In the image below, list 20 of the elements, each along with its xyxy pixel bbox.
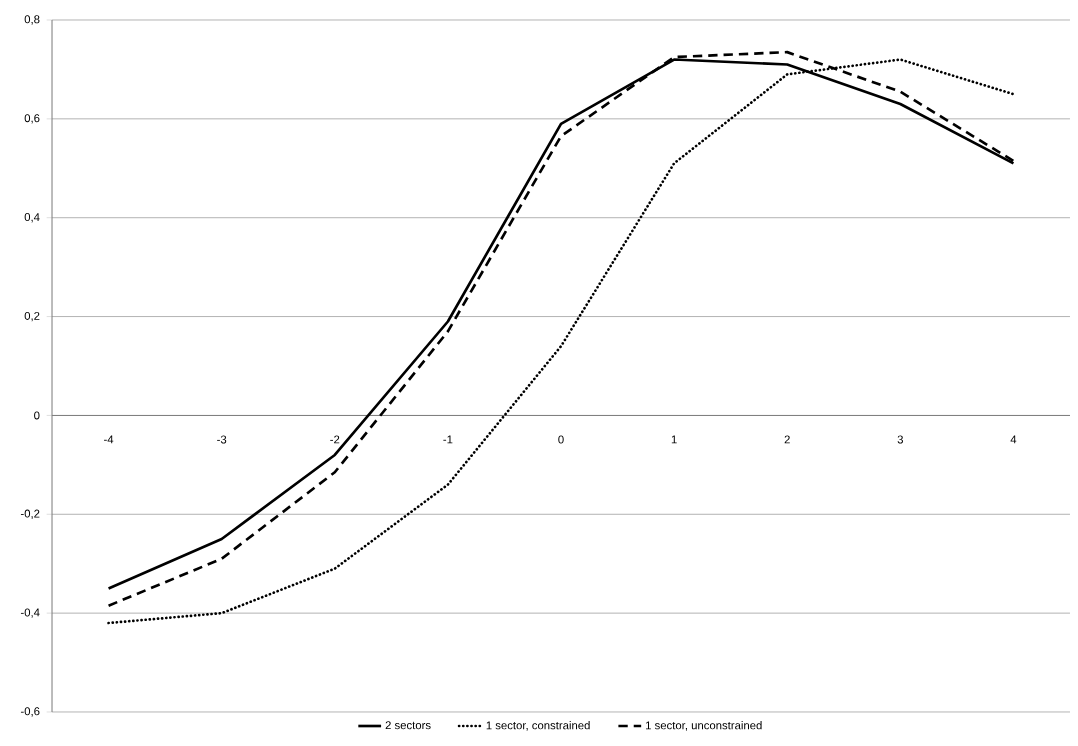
- y-tick-label: -0,2: [20, 509, 40, 519]
- x-tick-label: 2: [784, 435, 790, 444]
- x-tick-label: -1: [443, 435, 453, 444]
- y-tick-label: 0,4: [24, 213, 40, 223]
- x-tick-label: -3: [217, 435, 227, 444]
- y-tick-label: 0,8: [24, 15, 40, 25]
- y-tick-label: 0: [34, 411, 40, 420]
- legend-label: 1 sector, unconstrained: [646, 721, 762, 731]
- x-tick-label: -4: [104, 435, 114, 444]
- legend-label: 1 sector, constrained: [486, 721, 590, 731]
- x-tick-label: 0: [558, 435, 564, 444]
- y-tick-label: 0,2: [24, 311, 40, 322]
- x-tick-label: 1: [671, 435, 677, 444]
- y-tick-label: -0,6: [20, 707, 40, 717]
- x-tick-label: -2: [330, 435, 340, 444]
- x-tick-label: 4: [1010, 435, 1017, 444]
- y-tick-label: 0,6: [24, 114, 40, 124]
- y-tick-label: -0,4: [20, 608, 40, 618]
- legend-label: 2 sectors: [385, 721, 431, 730]
- x-tick-label: 3: [897, 435, 903, 444]
